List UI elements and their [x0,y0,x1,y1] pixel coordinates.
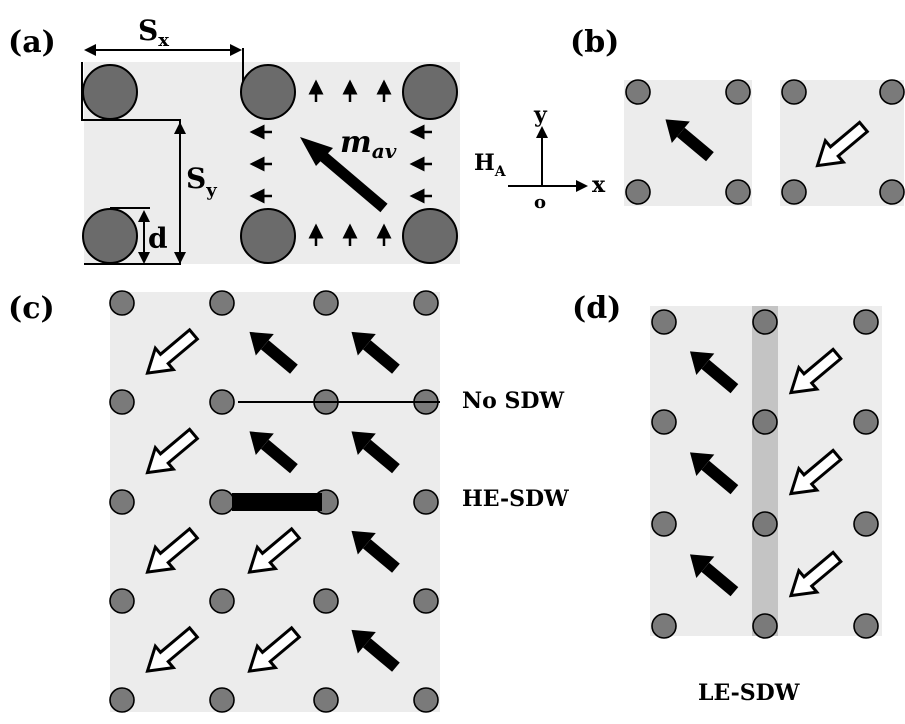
he-sdw-label: HE-SDW [462,486,569,512]
m-av-label: mav [340,125,397,163]
moment-c-r2-c2 [351,530,400,573]
filled-arrow [665,119,714,162]
moment-c-r0-c1 [249,331,298,374]
panel-b: (b) [570,25,905,206]
moment-c-r3-c0 [145,625,200,673]
island-bottom-mid [240,208,296,264]
open-arrow [815,120,870,168]
no-sdw-label: No SDW [462,388,564,414]
island-c-r1-c1 [209,389,235,415]
field-label: HA [474,150,507,180]
island-d-r2-c0 [651,511,677,537]
island-c-r2-c0 [109,489,135,515]
moment-c-r0-c2 [351,331,400,374]
island-d-r3-c2 [853,613,879,639]
island-c-r3-c3 [413,588,439,614]
sy-label: Sy [186,162,217,201]
island-c-r1-c0 [109,389,135,415]
moment-c-r1-c0 [145,427,200,475]
island-c-r2-c3 [413,489,439,515]
island-d-r2-c1 [752,511,778,537]
island-c-r4-c2 [313,687,339,713]
panel-d: (d) LE-SDW [572,291,882,706]
island-d-r3-c1 [752,613,778,639]
moment-c-r3-c1 [247,625,302,673]
island-bottom-right [402,208,458,264]
moment-c-r1-c1 [249,431,298,474]
moment-d-r2-c1 [788,550,843,598]
moment-c-r2-c1 [247,526,302,574]
island-c-r2-c1 [209,489,235,515]
moment-d-r1-c0 [689,452,739,495]
panel-c: (c) No SDW HE-SDW [8,290,569,713]
island-d-r1-c2 [853,409,879,435]
moment-d-r0-c1 [788,347,843,395]
island-d-r3-c0 [651,613,677,639]
x-axis-label: x [592,172,606,198]
island-top-right [402,64,458,120]
y-axis-label: y [533,102,548,128]
island-d-r2-c2 [853,511,879,537]
edge-field-arrows-bottom [308,223,392,246]
panel-d-moments [689,347,843,598]
island-c-r0-c1 [209,290,235,316]
island-c-r3-c1 [209,588,235,614]
edge-field-arrows-right [409,124,432,204]
m-av-arrow [300,137,388,213]
moment-c-r2-c0 [145,526,200,574]
island-c-r3-c2 [313,588,339,614]
moment-c-r1-c2 [351,431,400,474]
le-sdw-stripe [752,306,778,636]
island-c-r3-c0 [109,588,135,614]
moment-c-r0-c0 [145,327,200,375]
origin-label: o [534,192,546,213]
island-top-left [82,64,138,120]
coordinate-axes: y x o HA [474,102,606,213]
panel-c-label: (c) [8,291,55,326]
panel-a-label: (a) [8,25,56,60]
island-top-mid [240,64,296,120]
island-d-r0-c2 [853,309,879,335]
island-bottom-left [82,208,138,264]
island-c-r4-c3 [413,687,439,713]
moment-c-r3-c2 [351,629,400,672]
moment-d-r1-c1 [788,448,843,496]
panel-d-islands [651,309,879,639]
island-c-r0-c3 [413,290,439,316]
panel-d-label: (d) [572,291,621,326]
moment-d-r0-c0 [689,351,739,394]
panel-a: (a) Sx Sy d [8,14,460,265]
moment-d-r2-c0 [689,554,739,597]
edge-field-arrows-left [249,124,272,204]
island-d-r1-c1 [752,409,778,435]
panel-b-label: (b) [570,25,619,60]
le-sdw-label: LE-SDW [698,680,800,706]
edge-field-arrows-top [308,79,392,102]
island-c-r4-c0 [109,687,135,713]
island-d-r1-c0 [651,409,677,435]
island-c-r0-c0 [109,290,135,316]
island-d-r0-c1 [752,309,778,335]
island-c-r4-c1 [209,687,235,713]
panel-c-moments [145,327,400,673]
d-label: d [148,222,168,255]
island-d-r0-c0 [651,309,677,335]
island-c-r0-c2 [313,290,339,316]
he-sdw-bar [232,493,322,511]
sx-label: Sx [138,14,169,51]
